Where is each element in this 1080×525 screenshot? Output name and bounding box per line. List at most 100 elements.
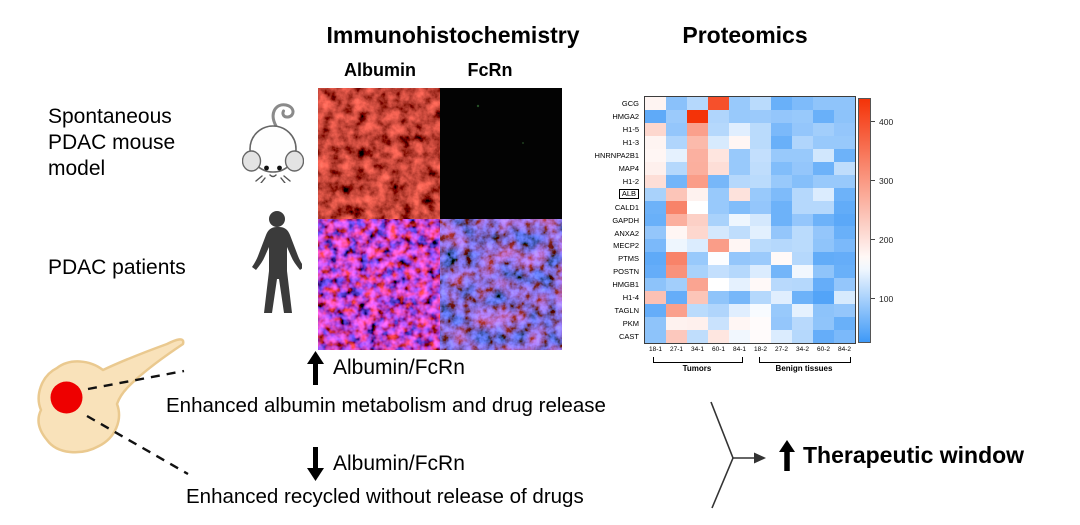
heatmap-cell [666,174,687,188]
heatmap-cell [813,122,834,136]
heatmap-cell [813,330,834,343]
mouse-ear-right [284,150,304,172]
heatmap-cell [666,291,687,305]
mouse-ear-left [242,150,262,172]
ihc-column-header-fcrn: FcRn [467,60,513,80]
heatmap-cell [645,122,666,136]
heatmap-cell [687,97,708,110]
heatmap-cell [750,122,771,136]
heatmap-cell [666,317,687,331]
heatmap-cell [666,161,687,175]
heatmap-cell [771,109,792,123]
heatmap-cell [687,200,708,214]
heatmap-cell [792,148,813,162]
heatmap-cell [708,109,729,123]
increase-description: Enhanced albumin metabolism and drug rel… [166,394,606,417]
heatmap-cell [729,304,750,318]
heatmap-cell [687,135,708,149]
heatmap-cell [792,304,813,318]
heatmap-cell [645,265,666,279]
heatmap-cell [813,109,834,123]
pancreas-icon [37,338,185,454]
heatmap-row-label: HMGB1 [612,280,639,290]
heatmap-cell [687,109,708,123]
heatmap-cell [750,265,771,279]
ihc-patient-albumin-image [318,219,440,350]
heatmap-cell [687,278,708,292]
mouse-whiskers [255,174,291,183]
heatmap-cell [771,97,792,110]
heatmap-cell [771,239,792,253]
heatmap-cell [813,174,834,188]
heatmap-col-label: 84-1 [732,346,746,353]
heatmap-cell [666,109,687,123]
heatmap-cell [771,122,792,136]
colorbar [858,98,871,343]
heatmap-cell [687,265,708,279]
heatmap-cell [645,148,666,162]
heatmap-cell [792,97,813,110]
heatmap-cell [708,174,729,188]
heatmap-cell [834,148,855,162]
heatmap-cell [645,109,666,123]
heatmap-row-label: MAP4 [618,163,639,173]
heatmap-cell [708,304,729,318]
heatmap-cell [708,161,729,175]
heatmap-cell [834,213,855,227]
heatmap-cell [708,239,729,253]
mouse-icon [242,103,304,183]
heatmap-cell [771,291,792,305]
heatmap-cell [666,265,687,279]
heatmap-cell [834,278,855,292]
heatmap-row-label: GAPDH [612,215,639,225]
heatmap-cell [792,213,813,227]
heatmap-cell [750,317,771,331]
heatmap-cell [750,213,771,227]
heatmap-cell [687,291,708,305]
heatmap-cell [834,239,855,253]
heatmap-cell [792,187,813,201]
mouse-tail [271,103,295,128]
heatmap-cell [645,291,666,305]
heatmap-cell [750,200,771,214]
heatmap-cell [792,317,813,331]
heatmap-cell [834,317,855,331]
benign-group-bracket [759,357,851,363]
heatmap-cell [666,135,687,149]
heatmap-cell [729,330,750,343]
heatmap-col-label: 60-2 [816,346,830,353]
heatmap-cell [792,109,813,123]
colorbar-tick-label: 100 [879,293,894,304]
mouse-body [249,125,297,173]
heatmap-cell [792,135,813,149]
heatmap-cell [687,317,708,331]
heatmap-cell [645,161,666,175]
heatmap-cell [771,135,792,149]
heatmap-row-label: H1-5 [622,124,639,134]
heatmap-row-label: HNRNPA2B1 [594,150,639,160]
heatmap-cell [645,239,666,253]
heatmap-cell [750,174,771,188]
heatmap-cell [792,200,813,214]
heatmap-cell [645,213,666,227]
heatmap-col-label: 27-1 [669,346,683,353]
heatmap-cell [792,265,813,279]
heatmap-cell [729,174,750,188]
row-label-mouse-model: Spontaneous PDAC mouse model [48,105,176,180]
heatmap-cell [792,239,813,253]
decrease-arrow-icon [307,447,324,481]
heatmap-cell [771,213,792,227]
heatmap-cell [771,265,792,279]
heatmap-cell [645,187,666,201]
heatmap-cell [708,187,729,201]
row-label-pdac-patients: PDAC patients [48,256,186,279]
heatmap-cell [813,291,834,305]
heatmap-cell [792,291,813,305]
heatmap-cell [750,239,771,253]
heatmap-cell [834,252,855,266]
heatmap-cell [813,213,834,227]
heatmap-cell [687,304,708,318]
heatmap-cell [708,135,729,149]
heatmap-cell [729,239,750,253]
heatmap-cell [813,278,834,292]
